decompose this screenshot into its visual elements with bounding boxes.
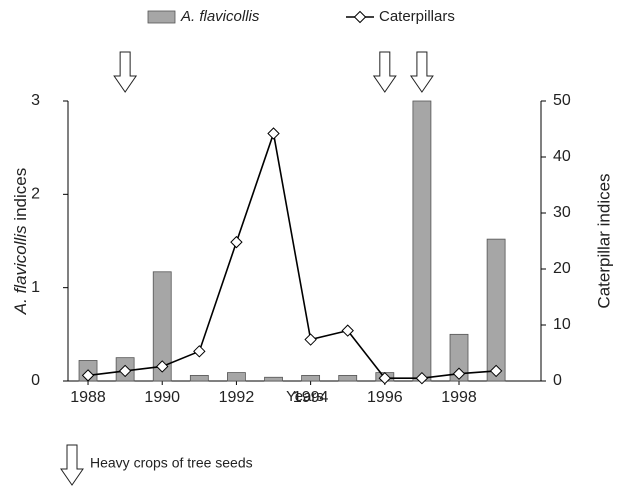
- x-tick-label: 1990: [144, 389, 180, 406]
- y-axis-label-italic: A. flavicollis: [11, 225, 30, 315]
- marker: [267, 127, 280, 140]
- legend-arrow: [60, 444, 84, 486]
- x-tick-label: 1992: [219, 389, 255, 406]
- seed-arrow: [409, 51, 434, 93]
- y2-tick-label: 0: [553, 372, 562, 389]
- y2-tick-label: 30: [553, 204, 571, 221]
- marker: [489, 364, 503, 378]
- y2-tick-label: 50: [553, 92, 571, 109]
- y2-axis-label: Caterpillar indices: [594, 173, 613, 308]
- bar: [338, 374, 358, 382]
- bar: [486, 238, 506, 382]
- y-axis-label-rest: indices: [11, 168, 30, 226]
- marker: [415, 371, 429, 385]
- seed-arrow: [113, 51, 138, 93]
- marker: [230, 235, 243, 249]
- bar: [227, 372, 246, 382]
- bar: [449, 333, 469, 382]
- y-tick-label: 1: [31, 279, 40, 296]
- legend-swatch: [147, 10, 176, 24]
- y-tick-label: 0: [31, 372, 40, 389]
- x-tick-label: 1998: [441, 389, 477, 406]
- annotation-text: Heavy crops of tree seeds: [90, 455, 253, 471]
- y-tick-label: 3: [31, 92, 40, 109]
- marker: [304, 333, 317, 346]
- bar: [264, 376, 283, 382]
- y-axis-label: A. flavicollis indices: [11, 168, 30, 315]
- legend-marker: [353, 10, 367, 24]
- y2-tick-label: 40: [553, 148, 571, 165]
- marker: [156, 360, 169, 373]
- marker: [81, 369, 95, 382]
- marker: [118, 364, 132, 378]
- legend-label: Caterpillars: [379, 8, 455, 25]
- x-axis-label: Years: [286, 388, 324, 405]
- marker: [193, 345, 206, 358]
- x-tick-label: 1994: [293, 389, 329, 406]
- x-tick-label: 1988: [70, 389, 106, 406]
- bar: [412, 100, 432, 382]
- bar: [189, 374, 209, 382]
- marker: [378, 371, 392, 385]
- line: [87, 130, 497, 380]
- y2-tick-label: 20: [553, 260, 571, 277]
- x-tick-label: 1996: [367, 389, 403, 406]
- seed-arrow: [372, 51, 397, 93]
- marker: [452, 367, 466, 380]
- y-tick-label: 2: [31, 186, 40, 203]
- bar: [301, 374, 321, 382]
- bar: [152, 271, 172, 382]
- marker: [341, 324, 354, 337]
- y2-tick-label: 10: [553, 316, 571, 333]
- legend-label: A. flavicollis: [180, 8, 260, 25]
